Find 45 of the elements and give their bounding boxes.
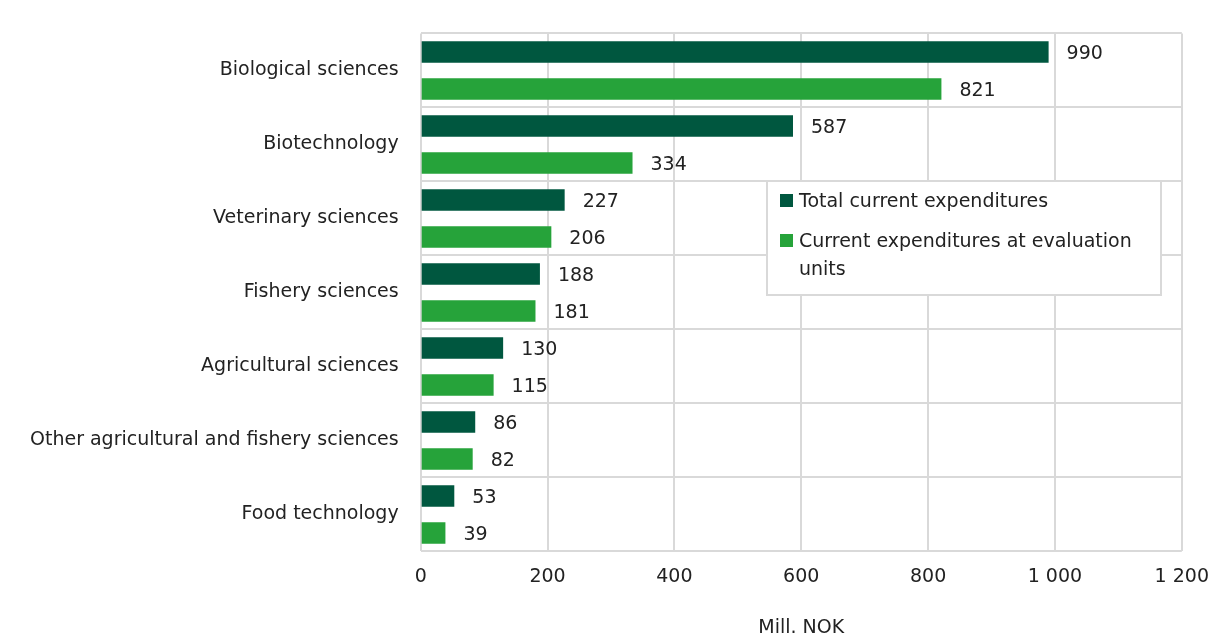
data-label: 334 bbox=[650, 151, 687, 174]
data-label: 130 bbox=[521, 336, 558, 359]
bar bbox=[421, 263, 540, 285]
data-label: 82 bbox=[490, 447, 515, 470]
x-tick-label: 200 bbox=[529, 563, 566, 586]
bar bbox=[421, 115, 793, 137]
data-label: 227 bbox=[582, 188, 619, 211]
bar bbox=[421, 152, 633, 174]
bar bbox=[421, 189, 565, 211]
y-tick-label: Fishery sciences bbox=[243, 279, 399, 302]
bar bbox=[421, 226, 552, 248]
legend-label: Current expenditures at evaluation units bbox=[799, 228, 1133, 281]
x-tick-label: 0 bbox=[414, 563, 427, 586]
bar bbox=[421, 300, 536, 322]
legend-label: Total current expenditures bbox=[799, 188, 1049, 213]
y-tick-label: Agricultural sciences bbox=[201, 353, 399, 376]
x-tick-label: 600 bbox=[783, 563, 820, 586]
bar bbox=[421, 522, 446, 544]
data-label: 181 bbox=[553, 299, 590, 322]
data-label: 587 bbox=[811, 114, 848, 137]
y-tick-label: Food technology bbox=[241, 501, 399, 524]
y-tick-label: Biotechnology bbox=[263, 131, 399, 154]
data-label: 821 bbox=[959, 77, 996, 100]
bar bbox=[421, 485, 455, 507]
data-label: 188 bbox=[557, 262, 595, 285]
data-label: 115 bbox=[511, 373, 548, 396]
bar bbox=[421, 411, 476, 433]
x-tick-label: 1 200 bbox=[1154, 563, 1210, 586]
y-tick-label: Other agricultural and fishery sciences bbox=[29, 427, 399, 450]
bar bbox=[421, 78, 942, 100]
data-label: 990 bbox=[1066, 40, 1103, 63]
y-tick-label: Biological sciences bbox=[219, 57, 399, 80]
x-tick-label: 400 bbox=[656, 563, 693, 586]
data-label: 39 bbox=[463, 521, 488, 544]
bar bbox=[421, 448, 473, 470]
data-label: 206 bbox=[569, 225, 606, 248]
bar bbox=[421, 41, 1049, 63]
data-label: 86 bbox=[493, 410, 518, 433]
y-tick-label: Veterinary sciences bbox=[213, 205, 399, 228]
x-axis-title: Mill. NOK bbox=[758, 614, 845, 637]
bar bbox=[421, 374, 494, 396]
data-label: 53 bbox=[472, 484, 497, 507]
x-tick-label: 800 bbox=[909, 563, 947, 586]
bar bbox=[421, 337, 504, 359]
x-tick-label: 1 000 bbox=[1027, 563, 1083, 586]
